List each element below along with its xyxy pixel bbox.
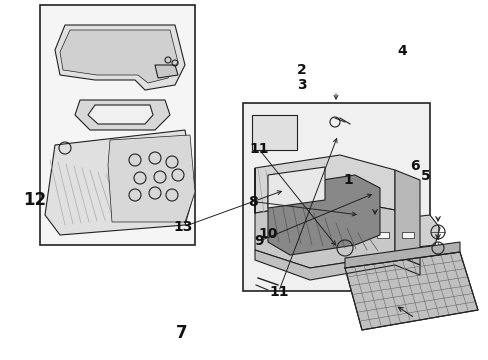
Polygon shape (88, 105, 153, 124)
Polygon shape (345, 242, 459, 268)
Polygon shape (394, 170, 419, 265)
Bar (351, 232, 363, 238)
Text: 11: 11 (249, 143, 268, 156)
Bar (243, 103, 429, 291)
Text: 10: 10 (258, 227, 277, 241)
Bar (401, 232, 413, 238)
Polygon shape (345, 252, 477, 330)
Text: 7: 7 (176, 324, 187, 342)
Polygon shape (267, 167, 325, 208)
Text: 8: 8 (248, 195, 258, 208)
Text: 4: 4 (396, 44, 406, 58)
Text: 2: 2 (297, 63, 306, 77)
Polygon shape (45, 130, 195, 235)
Text: 1: 1 (343, 173, 352, 187)
Polygon shape (55, 25, 184, 90)
Polygon shape (108, 135, 195, 222)
Text: 5: 5 (420, 170, 429, 183)
Polygon shape (60, 30, 178, 83)
Text: 12: 12 (23, 191, 47, 209)
Bar (376, 232, 388, 238)
Text: 13: 13 (173, 220, 193, 234)
Bar (251, 115, 296, 150)
Polygon shape (267, 175, 379, 255)
Bar (40, 5, 195, 245)
Text: 9: 9 (254, 234, 264, 248)
Text: 11: 11 (268, 285, 288, 298)
Polygon shape (155, 65, 178, 78)
Polygon shape (254, 155, 394, 213)
Polygon shape (254, 250, 419, 280)
Text: 6: 6 (409, 159, 419, 173)
Text: 3: 3 (297, 78, 306, 91)
Polygon shape (75, 100, 170, 130)
Polygon shape (254, 168, 394, 268)
Polygon shape (337, 215, 439, 255)
